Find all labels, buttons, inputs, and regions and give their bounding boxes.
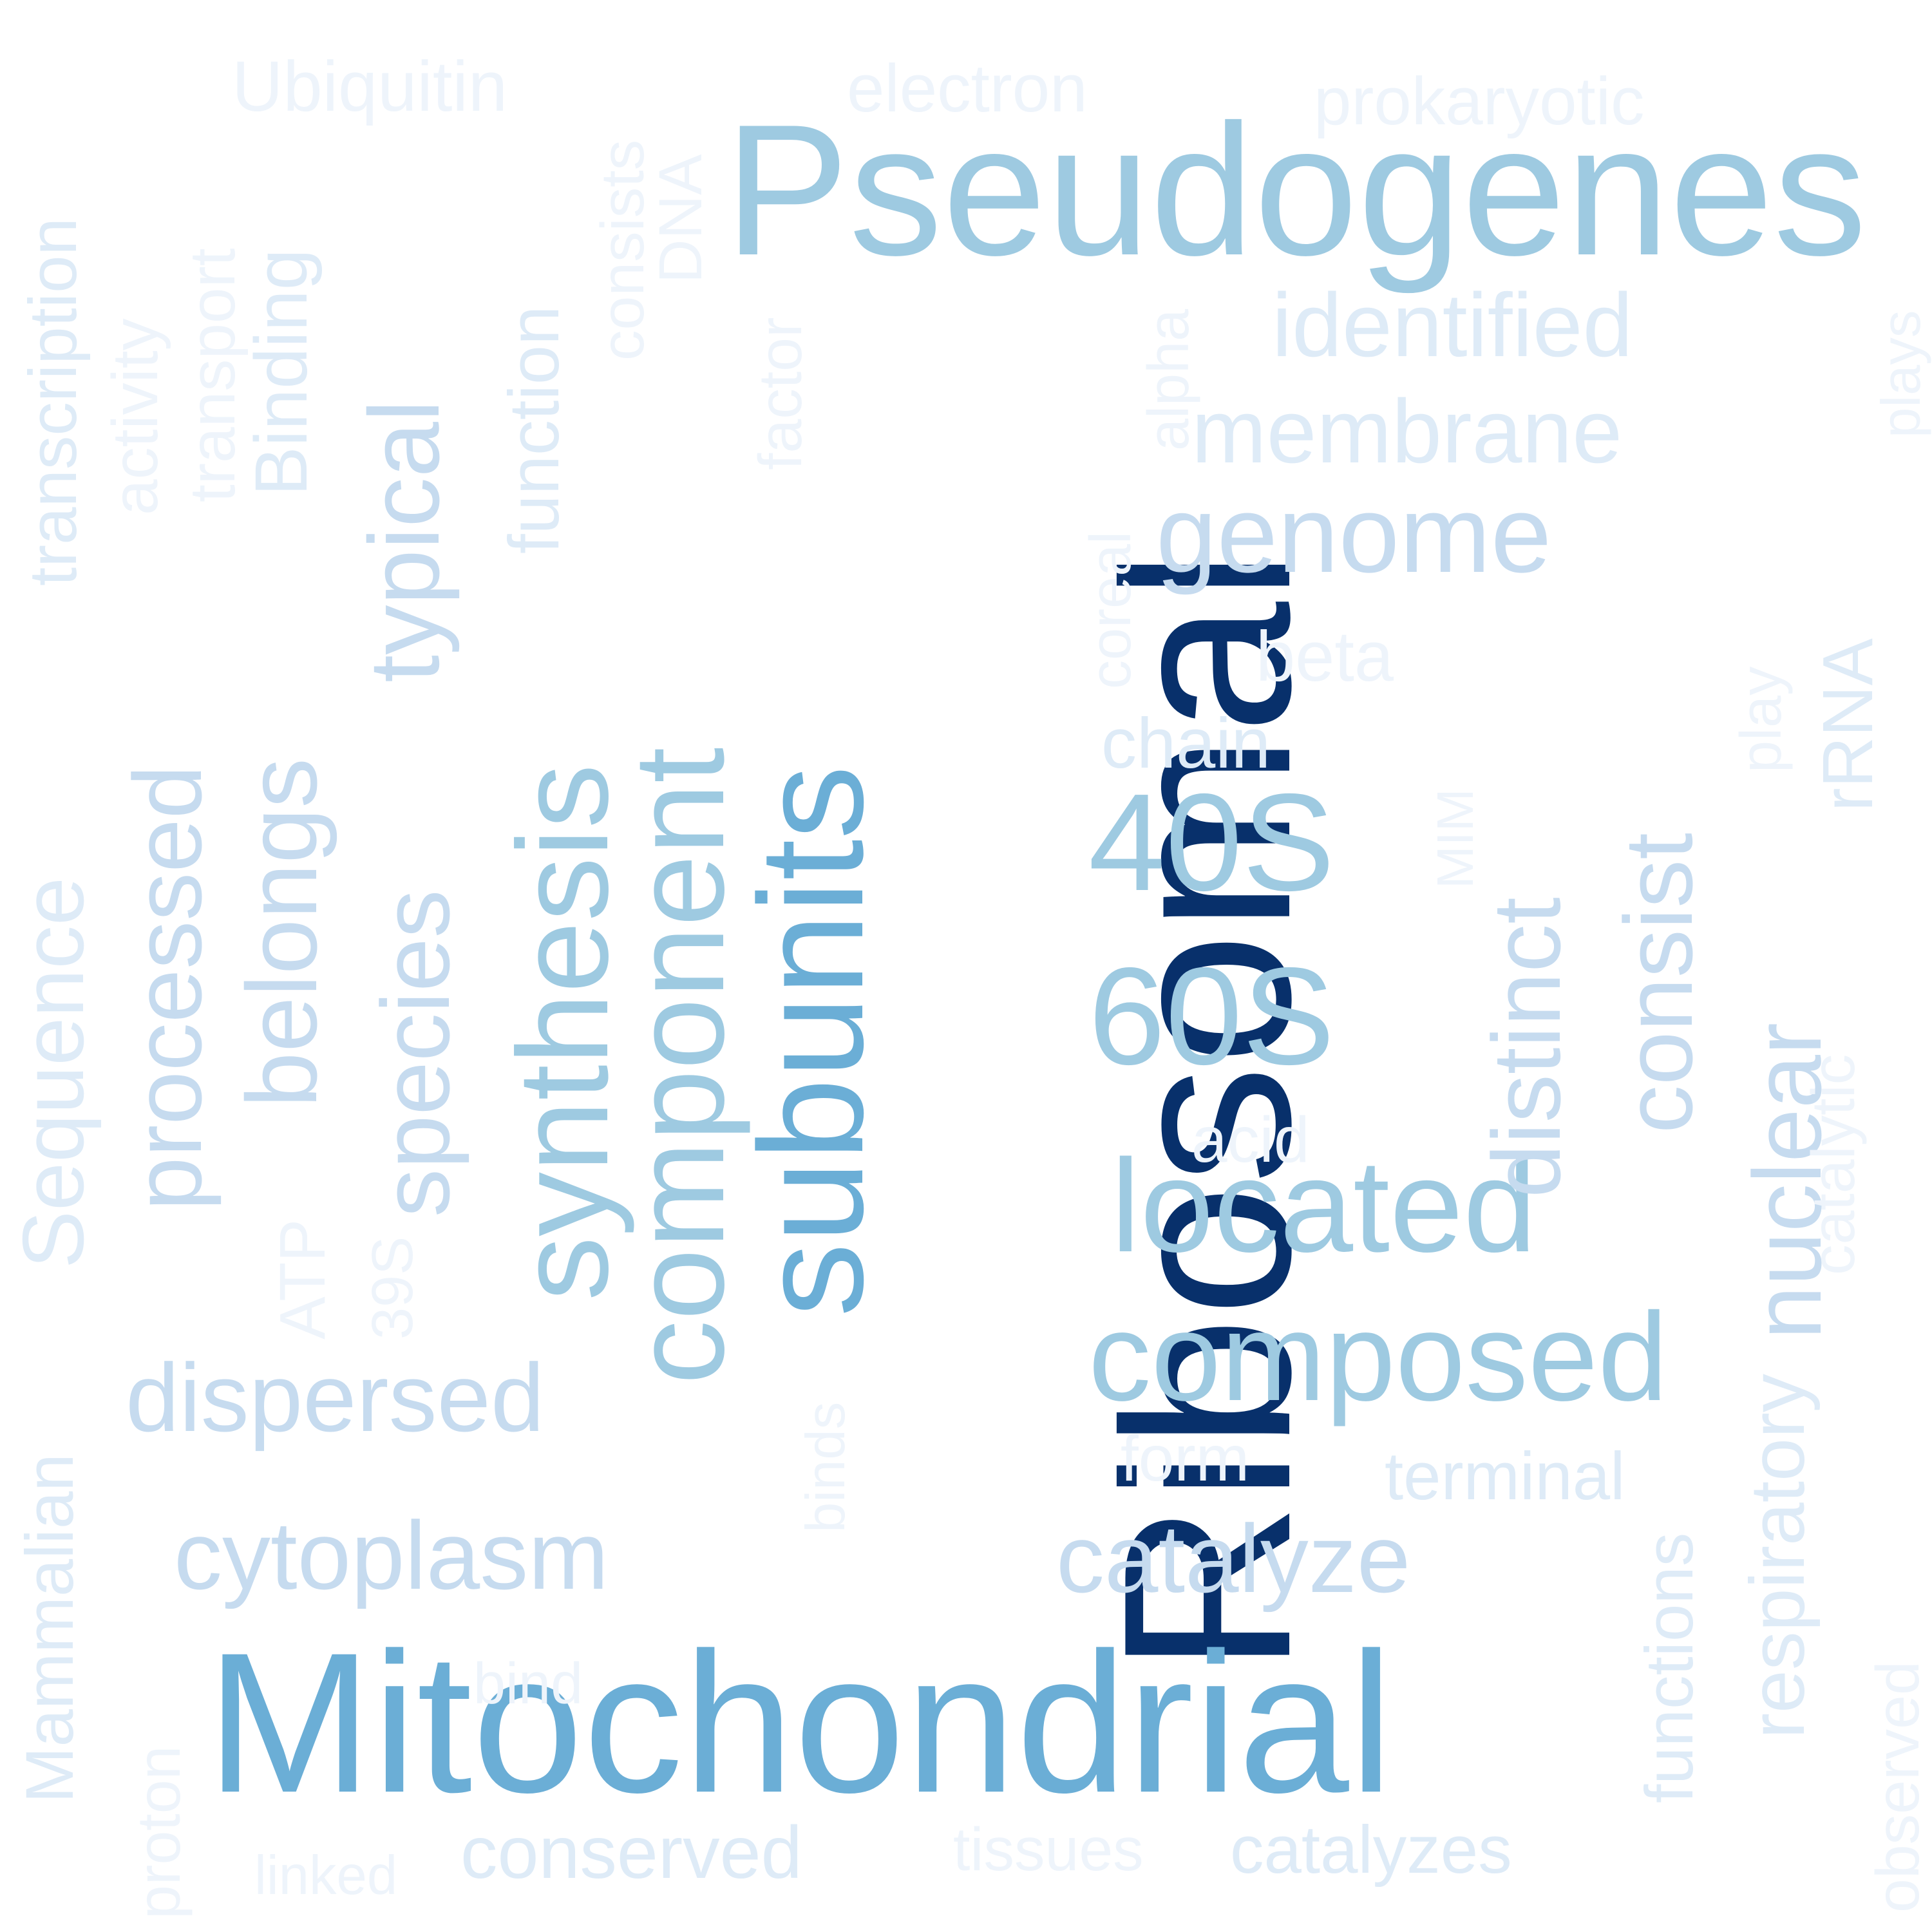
word-linked: linked <box>254 1845 398 1906</box>
word-belongs: belongs <box>226 758 337 1108</box>
word-form: form <box>1121 1423 1249 1495</box>
word-genome: genome <box>1156 473 1552 596</box>
word-chain: chain <box>1101 704 1271 783</box>
word-rrna: rRNA <box>1808 638 1888 811</box>
word-conserved: conserved <box>460 1812 802 1894</box>
word-consist: consist <box>1604 833 1712 1133</box>
word-ubiquitin: Ubiquitin <box>232 47 508 126</box>
word-acid: acid <box>1191 1104 1310 1176</box>
word-function: function <box>495 305 574 554</box>
word-species: species <box>361 889 469 1217</box>
word-40s: 40S <box>1088 764 1335 920</box>
word-activity: activity <box>99 318 171 515</box>
word-distinct: distinct <box>1472 897 1580 1198</box>
word-composed: composed <box>1088 1287 1668 1427</box>
word-transport: transport <box>176 248 249 502</box>
word-synthesis: synthesis <box>491 764 635 1301</box>
word-identified: identified <box>1272 274 1633 375</box>
word-39s: 39S <box>361 1236 425 1340</box>
word-60s: 60S <box>1088 938 1335 1094</box>
word-play: play <box>1729 666 1794 773</box>
word-sequence: Sequence <box>5 876 102 1269</box>
word-mammalian: Mammalian <box>12 1454 88 1803</box>
word-processed: processed <box>113 764 222 1211</box>
word-beta: beta <box>1256 617 1394 696</box>
word-membrane: membrane <box>1191 381 1623 482</box>
word-electron: electron <box>847 51 1088 126</box>
word-mitochondrial: Mitochondrial <box>206 1611 1394 1834</box>
word-catalytic: catalytic <box>1799 1054 1868 1275</box>
word-observed: observed <box>1864 1661 1932 1913</box>
word-mim: MIM <box>1426 788 1484 889</box>
word-respiratory: respiratory <box>1734 1374 1821 1739</box>
word-subunits: subunits <box>728 765 894 1317</box>
word-terminal: terminal <box>1385 1439 1625 1514</box>
word-atp: ATP <box>267 1218 339 1340</box>
word-dna: DNA <box>647 154 715 283</box>
word-binding: Binding <box>240 249 323 496</box>
word-factor: factor <box>746 317 815 470</box>
word-catalyzes: catalyzes <box>1230 1812 1512 1888</box>
word-pseudogenes: Pseudogenes <box>724 86 1867 294</box>
word-bind: bind <box>473 1652 583 1716</box>
word-proton: proton <box>125 1745 193 1919</box>
word-located: located <box>1111 1132 1537 1280</box>
word-cytoplasm: cytoplasm <box>174 1501 609 1609</box>
word-alpha: alpha <box>1137 308 1201 451</box>
word-prokaryotic: prokaryotic <box>1314 64 1645 139</box>
word-consists: consists <box>589 139 657 361</box>
word-tissues: tissues <box>953 1815 1144 1884</box>
word-catalyze: catalyze <box>1056 1504 1411 1613</box>
word-coreal: coreal <box>1079 531 1143 689</box>
word-typical: typical <box>348 399 460 683</box>
word-dispersed: dispersed <box>126 1343 545 1452</box>
word-functions: functions <box>1632 1532 1707 1803</box>
word-transcription: transcription <box>15 218 91 586</box>
word-binds: binds <box>795 1401 857 1533</box>
word-plays: plays <box>1871 310 1932 438</box>
